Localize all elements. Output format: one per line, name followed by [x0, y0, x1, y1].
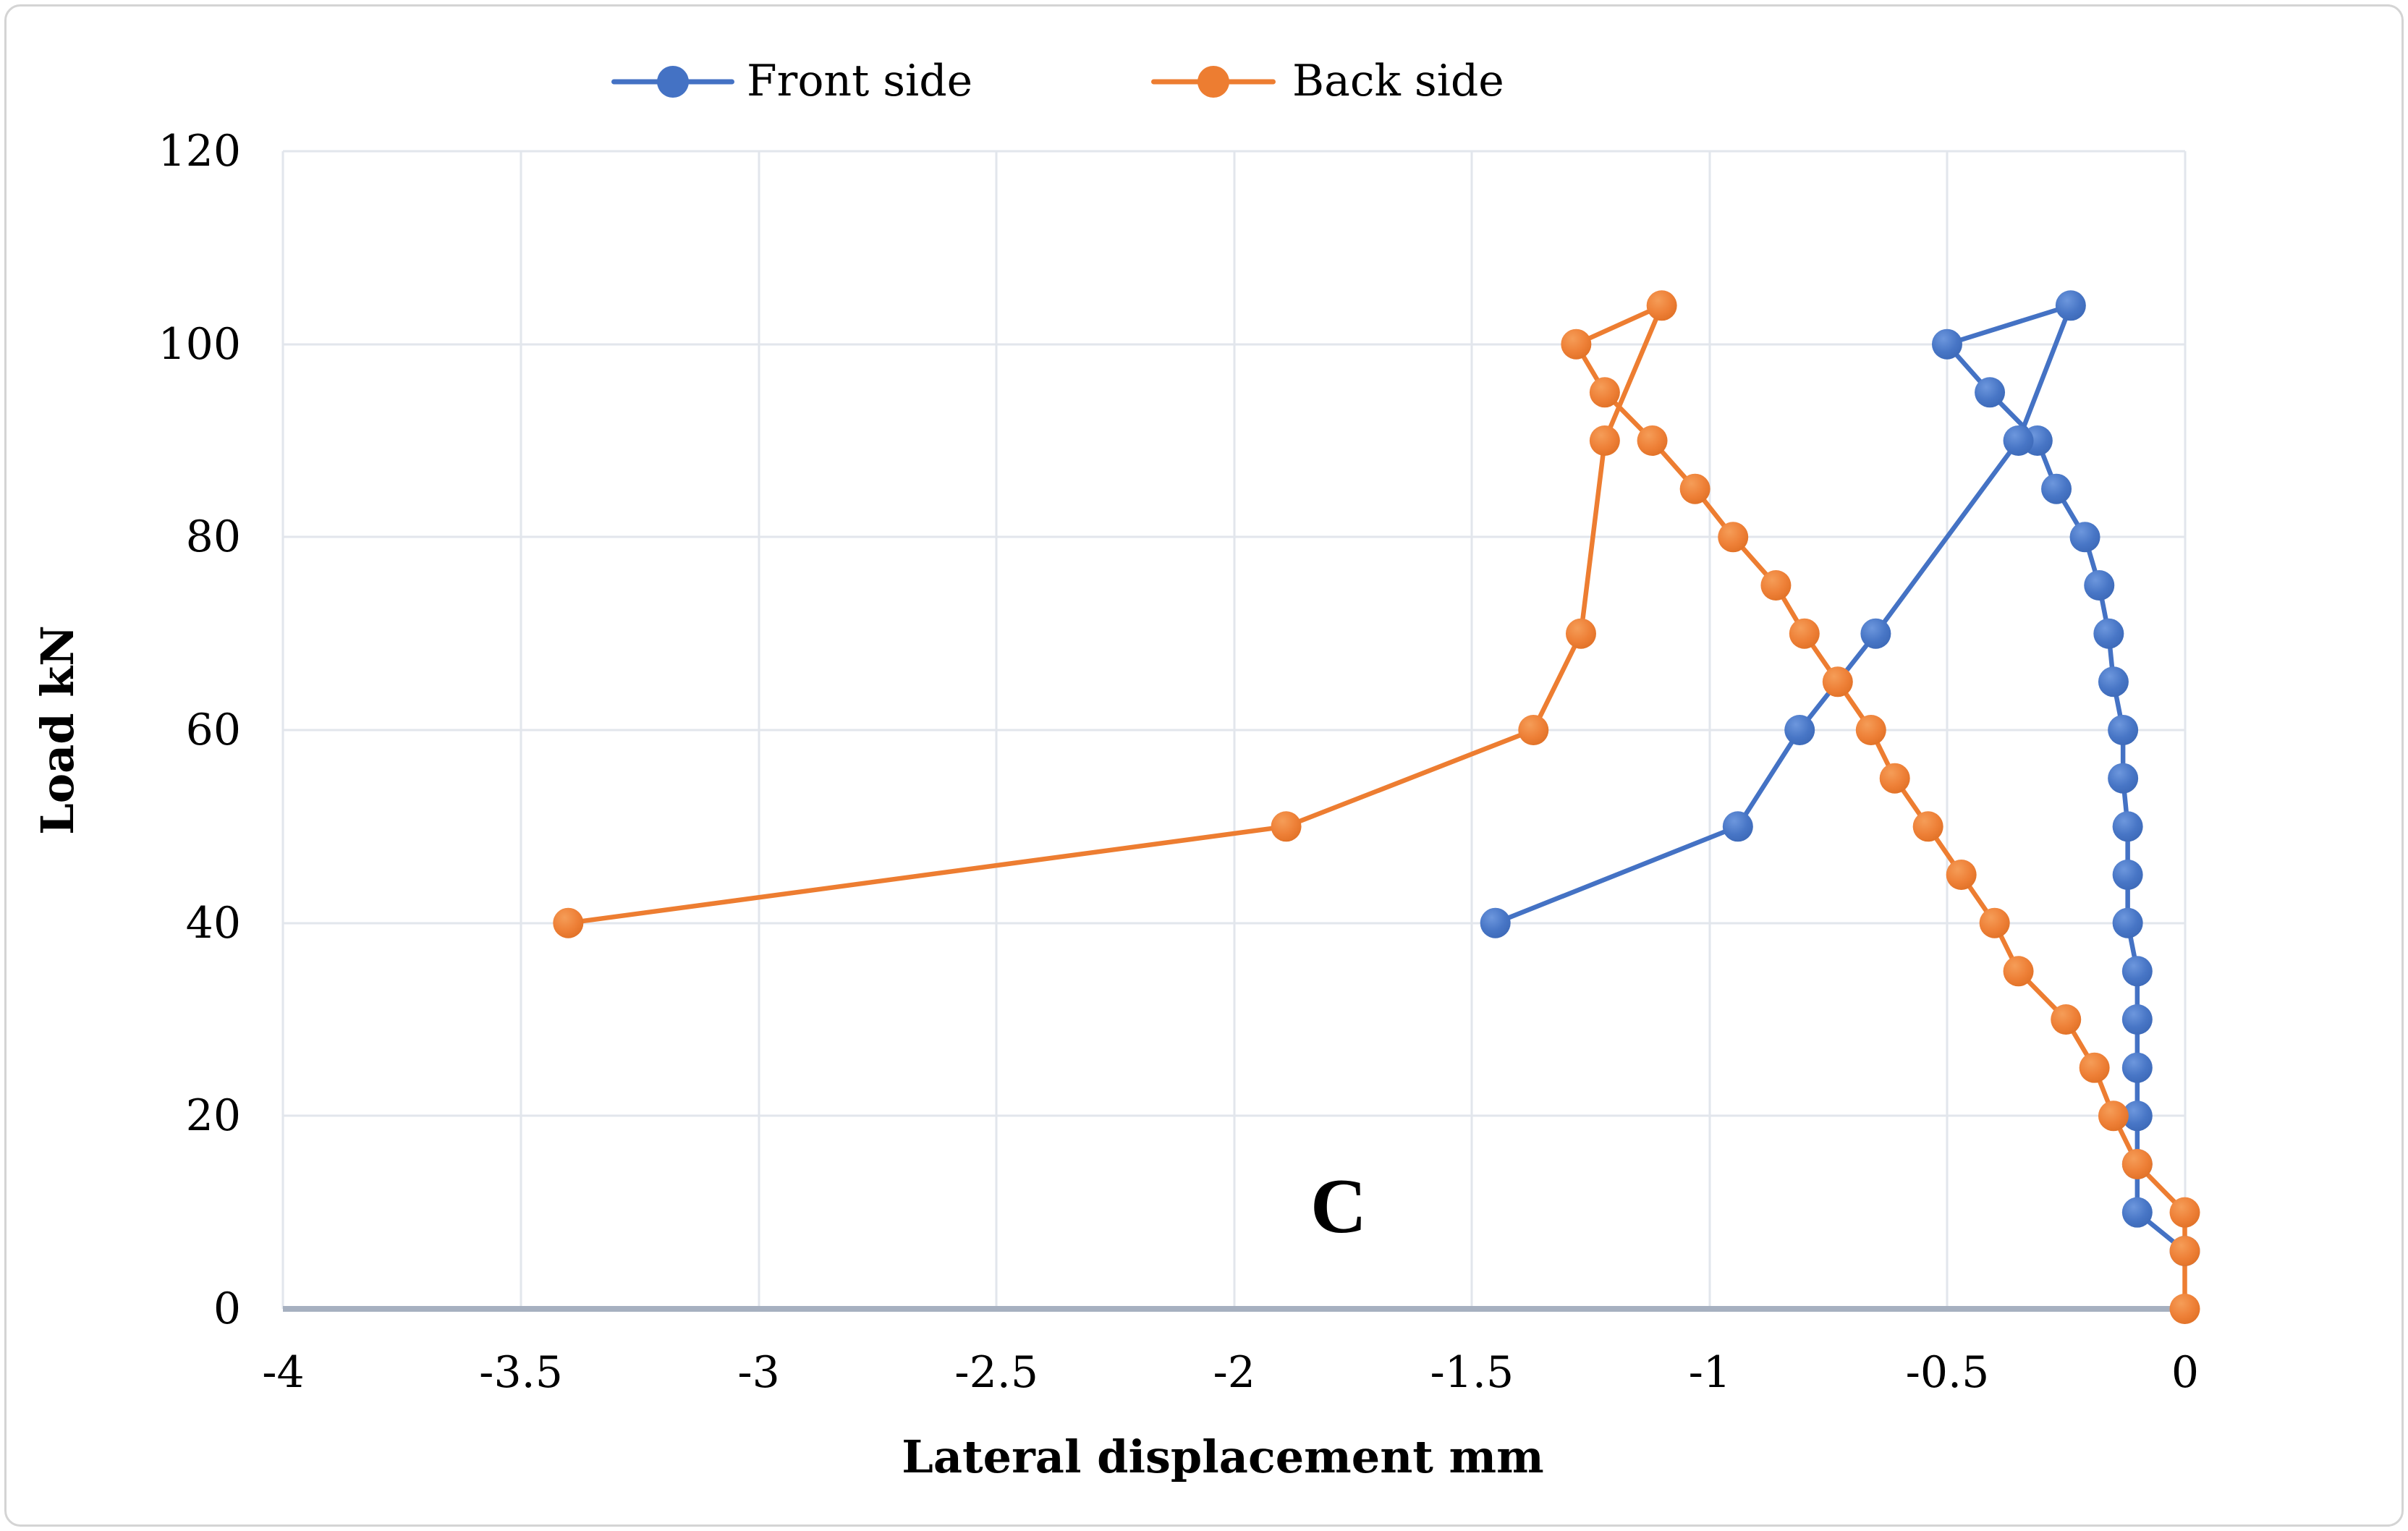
- data-point-back-side: [2169, 1293, 2200, 1324]
- data-point-back-side: [1789, 618, 1820, 649]
- data-point-back-side: [1637, 425, 1669, 456]
- data-point-back-side: [2169, 1235, 2200, 1266]
- series-svg: [553, 290, 2200, 1324]
- data-point-back-side: [1566, 618, 1597, 649]
- data-point-front-side: [1860, 618, 1891, 649]
- data-point-front-side: [1975, 377, 2006, 408]
- data-point-back-side: [1590, 377, 1621, 408]
- data-point-front-side: [2113, 907, 2144, 938]
- legend-label-back-side: Back side: [1292, 55, 1504, 106]
- vertical-gridline: [2184, 150, 2187, 1309]
- data-point-back-side: [1856, 714, 1887, 745]
- horizontal-gridline: [283, 343, 2185, 346]
- data-point-back-side: [1561, 328, 1592, 360]
- data-point-back-side: [1590, 425, 1621, 456]
- data-point-front-side: [1723, 811, 1754, 842]
- data-point-front-side: [2113, 859, 2144, 890]
- data-point-back-side: [1980, 907, 2011, 938]
- data-point-front-side: [1480, 907, 1512, 938]
- horizontal-gridline: [283, 922, 2185, 925]
- data-point-front-side: [2108, 763, 2139, 794]
- x-axis-line: [283, 1305, 2185, 1312]
- data-point-front-side: [2122, 1100, 2153, 1132]
- data-point-back-side: [1680, 473, 1711, 504]
- data-point-front-side: [2056, 290, 2087, 321]
- legend-label-front-side: Front side: [747, 55, 973, 106]
- horizontal-gridline: [283, 1114, 2185, 1117]
- data-point-front-side: [2113, 811, 2144, 842]
- legend-marker-front-side: [657, 66, 689, 98]
- data-point-front-side: [2004, 425, 2035, 456]
- data-point-back-side: [2098, 1100, 2129, 1132]
- data-point-back-side: [1647, 290, 1678, 321]
- data-point-front-side: [2098, 666, 2129, 697]
- series-markers: [553, 290, 2200, 1324]
- data-point-back-side: [1823, 666, 1854, 697]
- data-point-back-side: [1880, 763, 1911, 794]
- series-line-back-side: [566, 303, 2188, 1312]
- data-point-back-side: [2122, 1148, 2153, 1179]
- horizontal-gridline: [283, 729, 2185, 731]
- data-point-front-side: [2070, 522, 2101, 553]
- data-point-back-side: [553, 907, 584, 938]
- legend-marker-back-side: [1197, 66, 1229, 98]
- horizontal-gridline: [283, 150, 2185, 153]
- data-point-front-side: [2108, 714, 2139, 745]
- data-point-back-side: [1913, 811, 1944, 842]
- data-point-back-side: [2004, 956, 2035, 987]
- data-point-back-side: [2080, 1052, 2111, 1083]
- data-point-front-side: [2041, 473, 2072, 504]
- data-point-back-side: [1271, 811, 1302, 842]
- data-point-back-side: [2051, 1004, 2082, 1035]
- data-point-back-side: [1946, 859, 1977, 890]
- data-point-front-side: [2122, 1004, 2153, 1035]
- data-point-front-side: [1932, 328, 1963, 360]
- data-point-back-side: [2169, 1197, 2200, 1228]
- series-lines: [566, 303, 2188, 1312]
- data-point-back-side: [1518, 714, 1549, 745]
- horizontal-gridline: [283, 535, 2185, 538]
- data-point-front-side: [2093, 618, 2124, 649]
- data-point-back-side: [1718, 522, 1749, 553]
- data-point-front-side: [2122, 956, 2153, 987]
- data-point-front-side: [2122, 1197, 2153, 1228]
- data-point-front-side: [2122, 1052, 2153, 1083]
- data-point-back-side: [1760, 569, 1792, 601]
- data-point-front-side: [2084, 569, 2115, 601]
- plot-area: [281, 150, 2200, 1324]
- data-point-front-side: [1784, 714, 1815, 745]
